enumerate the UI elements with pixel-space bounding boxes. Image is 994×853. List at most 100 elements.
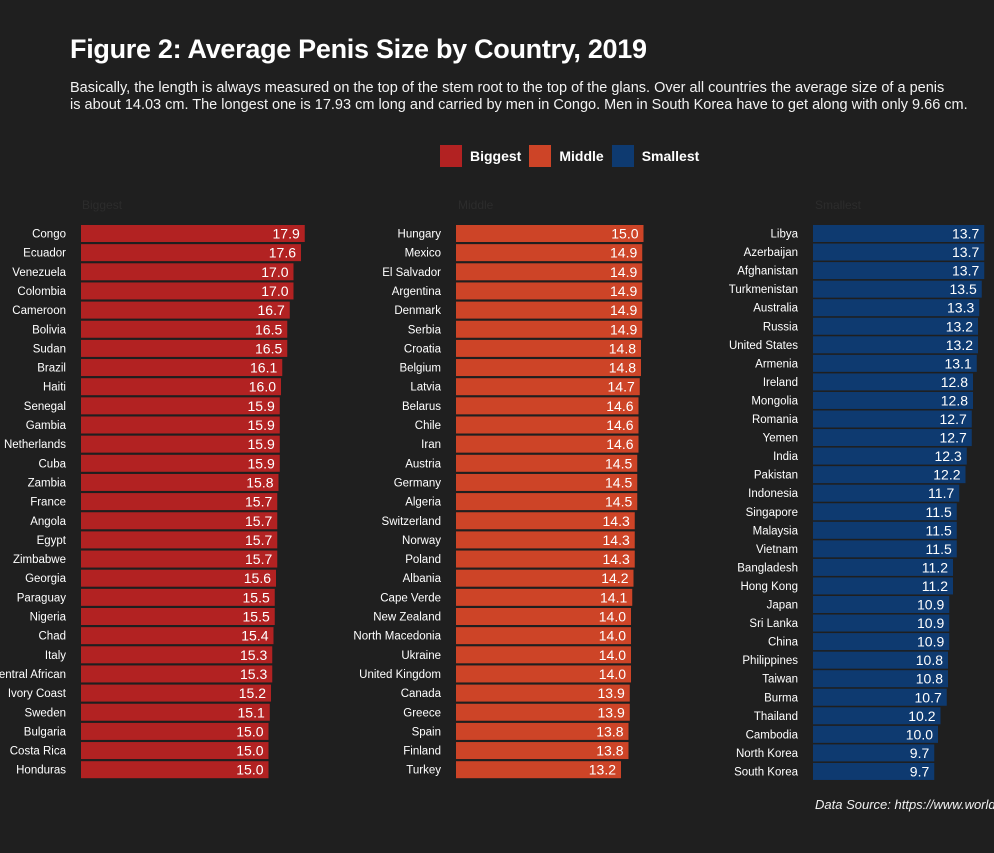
middle-bar-2 xyxy=(456,263,643,281)
biggest-category-label-10: Gambia xyxy=(26,420,67,432)
biggest-value-label-15: 15.7 xyxy=(245,513,272,529)
chart-title: Figure 2: Average Penis Size by Country,… xyxy=(70,34,647,64)
smallest-bar-24 xyxy=(813,670,948,688)
smallest-bar-27 xyxy=(813,725,938,743)
smallest-value-label-19: 11.2 xyxy=(922,578,948,594)
smallest-value-label-0: 13.7 xyxy=(952,226,979,242)
smallest-bar-13 xyxy=(813,466,966,484)
middle-value-label-10: 14.6 xyxy=(606,417,633,433)
biggest-category-label-4: Cameroon xyxy=(12,305,66,317)
biggest-category-label-16: Egypt xyxy=(37,535,67,547)
middle-value-label-1: 14.9 xyxy=(610,245,637,261)
smallest-bar-8 xyxy=(813,373,973,391)
smallest-value-label-27: 10.0 xyxy=(906,726,933,742)
middle-bar-12 xyxy=(456,454,638,472)
biggest-bar-11 xyxy=(81,435,280,453)
middle-category-label-23: United Kingdom xyxy=(359,669,441,681)
smallest-value-label-8: 12.8 xyxy=(941,374,968,390)
biggest-value-label-26: 15.0 xyxy=(236,723,263,739)
smallest-bar-22 xyxy=(813,633,950,651)
biggest-value-label-20: 15.5 xyxy=(243,609,270,625)
smallest-category-label-26: Thailand xyxy=(754,711,798,723)
middle-bar-22 xyxy=(456,646,631,664)
biggest-category-label-14: France xyxy=(30,497,66,509)
smallest-value-label-4: 13.3 xyxy=(947,300,974,316)
smallest-category-label-16: Malaysia xyxy=(753,525,799,537)
legend-label-smallest: Smallest xyxy=(641,148,700,164)
biggest-category-label-25: Sweden xyxy=(24,707,66,719)
middle-value-label-17: 14.3 xyxy=(603,551,630,567)
smallest-bar-5 xyxy=(813,317,978,335)
middle-value-label-22: 14.0 xyxy=(599,647,626,663)
middle-bar-14 xyxy=(456,493,638,511)
biggest-category-label-18: Georgia xyxy=(25,573,67,585)
middle-bar-15 xyxy=(456,512,635,530)
biggest-category-label-27: Costa Rica xyxy=(10,746,67,758)
middle-category-label-16: Norway xyxy=(402,535,441,547)
subtitle-line-1: Basically, the length is always measured… xyxy=(70,80,945,96)
panel-label-middle: Middle xyxy=(458,198,494,212)
biggest-category-label-17: Zimbabwe xyxy=(13,554,66,566)
biggest-bar-25 xyxy=(81,703,270,721)
middle-category-label-15: Switzerland xyxy=(382,516,441,528)
biggest-bar-20 xyxy=(81,608,275,625)
smallest-category-label-27: Cambodia xyxy=(746,729,799,741)
smallest-value-label-1: 13.7 xyxy=(952,244,979,260)
smallest-category-label-25: Burma xyxy=(764,692,798,704)
biggest-bar-27 xyxy=(81,742,269,760)
smallest-value-label-25: 10.7 xyxy=(915,689,942,705)
smallest-bar-1 xyxy=(813,243,985,261)
biggest-category-label-22: Italy xyxy=(45,650,66,662)
biggest-bar-24 xyxy=(81,684,271,702)
biggest-category-label-2: Venezuela xyxy=(12,267,66,279)
biggest-category-label-28: Honduras xyxy=(16,765,66,777)
middle-category-label-14: Algeria xyxy=(405,497,441,509)
biggest-value-label-19: 15.5 xyxy=(243,589,270,605)
middle-category-label-28: Turkey xyxy=(406,765,441,777)
smallest-category-label-23: Philippines xyxy=(742,655,798,667)
middle-bar-5 xyxy=(456,320,643,338)
smallest-bar-29 xyxy=(813,762,935,780)
biggest-value-label-7: 16.1 xyxy=(250,360,277,376)
middle-bar-16 xyxy=(456,531,635,549)
biggest-value-label-2: 17.0 xyxy=(261,264,288,280)
biggest-bar-23 xyxy=(81,665,273,683)
smallest-category-label-29: South Korea xyxy=(734,766,799,778)
smallest-value-label-24: 10.8 xyxy=(916,671,943,687)
biggest-value-label-3: 17.0 xyxy=(261,283,288,299)
legend-item-smallest: Smallest xyxy=(611,145,700,167)
biggest-category-label-19: Paraguay xyxy=(17,592,66,604)
biggest-value-label-13: 15.8 xyxy=(246,474,273,490)
middle-category-label-6: Croatia xyxy=(404,343,442,355)
middle-bar-10 xyxy=(456,416,639,434)
biggest-bar-21 xyxy=(81,627,274,645)
biggest-category-label-20: Nigeria xyxy=(30,612,67,624)
smallest-bar-21 xyxy=(813,614,950,632)
biggest-category-label-6: Sudan xyxy=(33,343,66,355)
middle-category-label-13: Germany xyxy=(394,477,442,489)
smallest-bar-10 xyxy=(813,410,972,428)
biggest-value-label-21: 15.4 xyxy=(241,628,268,644)
biggest-value-label-27: 15.0 xyxy=(236,743,263,759)
panel-label-biggest: Biggest xyxy=(82,198,123,212)
smallest-bar-26 xyxy=(813,707,941,725)
smallest-category-label-3: Turkmenistan xyxy=(729,284,798,296)
smallest-value-label-6: 13.2 xyxy=(946,337,973,353)
middle-bar-13 xyxy=(456,473,638,491)
middle-category-label-20: New Zealand xyxy=(373,612,441,624)
middle-value-label-21: 14.0 xyxy=(599,628,626,644)
biggest-value-label-0: 17.9 xyxy=(273,226,300,242)
biggest-value-label-10: 15.9 xyxy=(248,417,275,433)
smallest-category-label-1: Azerbaijan xyxy=(744,247,798,259)
middle-value-label-7: 14.8 xyxy=(609,360,636,376)
middle-bar-0 xyxy=(456,225,644,242)
smallest-bar-0 xyxy=(813,225,985,242)
biggest-category-label-7: Brazil xyxy=(37,363,66,375)
smallest-category-label-24: Taiwan xyxy=(762,674,798,686)
smallest-bar-23 xyxy=(813,651,948,669)
legend-label-middle: Middle xyxy=(559,148,604,164)
biggest-category-label-8: Haiti xyxy=(43,382,66,394)
biggest-value-label-11: 15.9 xyxy=(248,436,275,452)
smallest-value-label-12: 12.3 xyxy=(935,448,962,464)
